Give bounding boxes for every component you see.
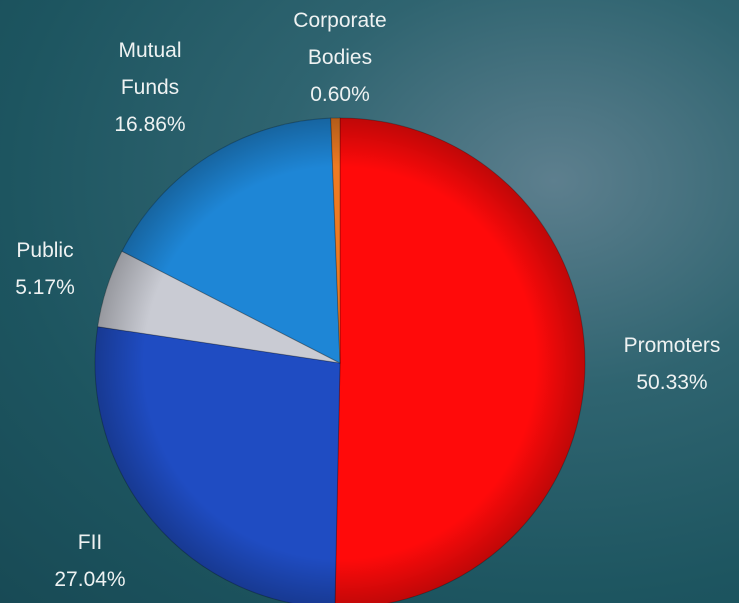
value-label: 27.04% — [54, 568, 126, 591]
category-name: Promoters — [623, 334, 721, 357]
slice-label: FII 27.04% — [30, 524, 150, 598]
slice-label: Corporate Bodies 0.60% — [280, 2, 400, 113]
value-label: 16.86% — [114, 113, 186, 136]
slice-label: Promoters 50.33% — [592, 327, 739, 401]
slice-label: Mutual Funds 16.86% — [100, 32, 200, 143]
value-label: 50.33% — [636, 371, 708, 394]
category-name: FII — [77, 531, 103, 554]
value-label: 0.60% — [310, 83, 370, 106]
pie-slice — [334, 117, 586, 603]
slice-label: Public 5.17% — [0, 232, 95, 306]
value-label: 5.17% — [15, 276, 75, 299]
category-name: Public — [16, 239, 74, 262]
category-name: Mutual Funds — [118, 39, 182, 99]
category-name: Corporate Bodies — [293, 9, 387, 69]
